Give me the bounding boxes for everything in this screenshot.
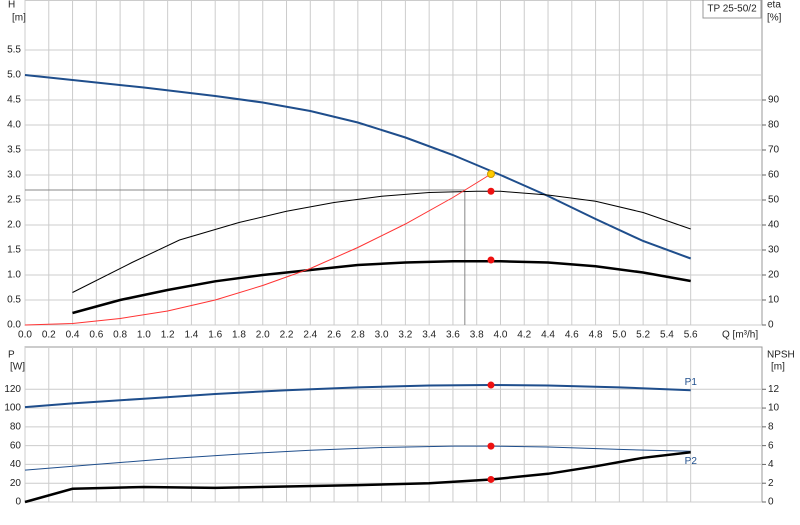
model-box (702, 0, 762, 19)
y-tick-label: 0.0 (7, 320, 21, 331)
y-tick-label: 80 (10, 421, 22, 432)
x-tick-label: 1.2 (161, 330, 175, 341)
operating-point (487, 381, 495, 389)
y2-tick-label: 30 (768, 245, 780, 256)
x-tick-label: 5.4 (660, 330, 674, 341)
x-tick-label: 2.2 (280, 330, 294, 341)
y-axis-label: P (8, 350, 15, 361)
plot-frame (24, 346, 763, 503)
y2-tick-label: 2 (768, 478, 774, 489)
y-tick-label: 0.5 (7, 295, 21, 306)
y2-tick-label: 50 (768, 195, 780, 206)
y-axis-unit: [m] (12, 13, 26, 24)
curve (24, 173, 492, 326)
y2-axis-label: eta (767, 0, 781, 11)
x-tick-label: 3.8 (470, 330, 484, 341)
y2-axis-label: NPSH (767, 350, 795, 361)
y-axis-unit: [W] (10, 362, 25, 373)
x-tick-label: 4.0 (494, 330, 508, 341)
x-tick-label: 0.4 (66, 330, 80, 341)
x-tick-label: 2.6 (327, 330, 341, 341)
y2-tick-label: 70 (768, 145, 780, 156)
y2-tick-label: 10 (768, 403, 780, 414)
x-tick-label: 0.0 (18, 330, 32, 341)
x-tick-label: 2.8 (351, 330, 365, 341)
y-tick-label: 4.0 (7, 120, 21, 131)
x-axis-label: Q [m³/h] (722, 330, 758, 341)
x-tick-label: 4.6 (565, 330, 579, 341)
curve (24, 74, 692, 260)
y-tick-label: 100 (4, 403, 21, 414)
y2-tick-label: 4 (768, 459, 774, 470)
y-tick-label: 5.0 (7, 70, 21, 81)
y2-tick-label: 0 (768, 497, 774, 508)
x-tick-label: 4.8 (589, 330, 603, 341)
plot-frame (24, 0, 763, 326)
x-tick-label: 2.0 (256, 330, 270, 341)
x-tick-label: 3.2 (398, 330, 412, 341)
x-tick-label: 5.0 (612, 330, 626, 341)
series-label: P1 (685, 377, 698, 388)
y-tick-label: 2.0 (7, 220, 21, 231)
operating-point (487, 256, 495, 264)
y-tick-label: 3.5 (7, 145, 21, 156)
curve (24, 445, 691, 471)
y-axis-label: H (8, 0, 15, 11)
y-tick-label: 40 (10, 459, 22, 470)
series-label: P2 (685, 456, 698, 467)
curve (24, 450, 691, 504)
y2-tick-label: 20 (768, 270, 780, 281)
x-tick-label: 4.4 (541, 330, 555, 341)
x-tick-label: 0.8 (113, 330, 127, 341)
y-tick-label: 5.5 (7, 45, 21, 56)
x-tick-label: 0.6 (89, 330, 103, 341)
operating-point (487, 475, 495, 483)
operating-point (487, 187, 495, 195)
y-tick-label: 20 (10, 478, 22, 489)
y-tick-label: 3.0 (7, 170, 21, 181)
y2-axis-unit: [m] (771, 362, 785, 373)
y-tick-label: 2.5 (7, 195, 21, 206)
y2-axis-unit: [%] (767, 13, 782, 24)
curve (24, 383, 691, 409)
x-tick-label: 1.6 (208, 330, 222, 341)
curve (72, 190, 691, 293)
y2-tick-label: 60 (768, 170, 780, 181)
y-tick-label: 1.0 (7, 270, 21, 281)
y2-tick-label: 80 (768, 120, 780, 131)
model-label: TP 25-50/2 (707, 4, 757, 15)
operating-point (487, 442, 495, 450)
y2-tick-label: 8 (768, 421, 774, 432)
x-tick-label: 1.4 (184, 330, 198, 341)
x-tick-label: 5.6 (684, 330, 698, 341)
x-tick-label: 3.0 (375, 330, 389, 341)
y-tick-label: 0 (15, 497, 21, 508)
y2-tick-label: 10 (768, 295, 780, 306)
y2-tick-label: 6 (768, 440, 774, 451)
y-tick-label: 1.5 (7, 245, 21, 256)
x-tick-label: 3.6 (446, 330, 460, 341)
y-tick-label: 120 (4, 384, 21, 395)
x-tick-label: 0.2 (42, 330, 56, 341)
y2-tick-label: 0 (768, 320, 774, 331)
y-tick-label: 4.5 (7, 95, 21, 106)
x-tick-label: 1.8 (232, 330, 246, 341)
x-tick-label: 2.4 (303, 330, 317, 341)
y2-tick-label: 90 (768, 95, 780, 106)
x-tick-label: 1.0 (137, 330, 151, 341)
operating-point (486, 170, 495, 178)
x-tick-label: 5.2 (636, 330, 650, 341)
y2-tick-label: 40 (768, 220, 780, 231)
y-tick-label: 60 (10, 440, 22, 451)
x-tick-label: 3.4 (422, 330, 436, 341)
x-tick-label: 4.2 (517, 330, 531, 341)
curve (72, 260, 691, 315)
y2-tick-label: 12 (768, 384, 780, 395)
